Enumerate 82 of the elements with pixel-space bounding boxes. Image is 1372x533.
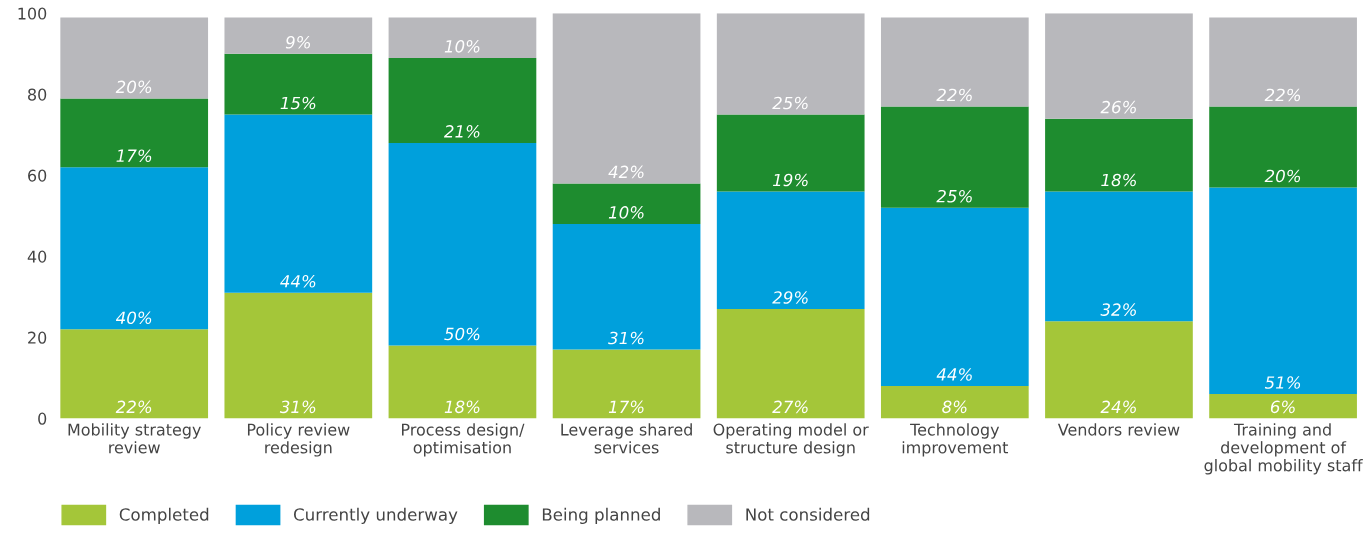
bar <box>388 57 537 143</box>
data-label: 8% <box>942 400 967 414</box>
legend-label: Not considered <box>746 507 870 521</box>
data-label: 50% <box>444 327 480 341</box>
bar <box>60 167 209 330</box>
x-tick-label: Operating model or structure design <box>713 423 869 457</box>
bar <box>552 183 701 224</box>
data-label: 19% <box>772 173 808 187</box>
bar <box>388 17 537 58</box>
data-label: 42% <box>608 165 644 179</box>
bar <box>1209 17 1357 107</box>
bar <box>1209 394 1357 419</box>
bar <box>224 53 373 115</box>
data-label: 40% <box>115 311 152 325</box>
y-tick-label: 100 <box>18 7 47 20</box>
bar <box>716 309 865 419</box>
data-label: 32% <box>1100 303 1136 316</box>
bar <box>552 349 701 419</box>
bar <box>552 13 701 184</box>
bar <box>1045 191 1193 322</box>
bar <box>60 329 209 419</box>
data-label: 20% <box>115 80 152 94</box>
bar <box>880 207 1029 386</box>
bar <box>224 17 373 54</box>
data-label: 24% <box>1100 400 1136 414</box>
data-label: 44% <box>280 274 316 288</box>
data-label: 44% <box>936 368 972 381</box>
x-tick-label: Process design/ optimisation <box>402 423 525 457</box>
data-label: 6% <box>1270 400 1295 414</box>
y-tick-label: 80 <box>28 88 47 101</box>
data-label: 9% <box>285 35 311 49</box>
x-tick-label: Policy review redesign <box>247 423 350 457</box>
bar <box>1045 13 1193 119</box>
bar <box>716 191 865 310</box>
data-label: 25% <box>772 96 808 110</box>
data-label: 31% <box>608 331 644 345</box>
bar <box>1209 106 1357 188</box>
data-label: 26% <box>1100 100 1136 114</box>
y-tick-label: 60 <box>28 169 47 182</box>
bar <box>1209 187 1357 395</box>
bar <box>224 114 373 293</box>
data-label: 22% <box>115 400 152 414</box>
bar <box>224 292 373 419</box>
data-label: 25% <box>936 189 972 203</box>
bar <box>716 114 865 192</box>
y-tick-label: 20 <box>28 331 47 344</box>
data-label: 22% <box>1264 88 1301 102</box>
bar <box>880 17 1029 107</box>
bar <box>60 98 209 168</box>
data-label: 10% <box>608 206 644 219</box>
data-label: 17% <box>608 400 644 414</box>
x-tick-label: Vendors review <box>1057 423 1180 436</box>
data-label: 29% <box>772 291 808 304</box>
x-tick-label: Mobility strategy review <box>68 423 201 454</box>
bar <box>388 345 537 419</box>
data-label: 31% <box>279 400 316 414</box>
legend-label: Currently underway <box>293 507 458 524</box>
y-tick-label: 0 <box>38 412 47 425</box>
data-label: 22% <box>936 88 972 102</box>
bar <box>388 142 537 346</box>
bar <box>1045 321 1193 419</box>
y-tick-label: 40 <box>27 250 47 263</box>
data-label: 10% <box>444 40 480 53</box>
bar <box>1045 118 1193 192</box>
bar <box>60 17 209 99</box>
x-tick-label: Leverage shared services <box>561 423 692 454</box>
x-tick-label: Technology improvement <box>902 423 1009 457</box>
legend-label: Being planned <box>542 507 660 524</box>
data-label: 15% <box>280 96 316 110</box>
bar <box>552 223 701 350</box>
legend-label: Completed <box>119 507 209 524</box>
data-label: 18% <box>1101 173 1136 187</box>
data-label: 18% <box>444 400 480 414</box>
data-label: 20% <box>1264 169 1301 183</box>
data-label: 21% <box>443 125 480 138</box>
bar <box>880 386 1029 419</box>
x-tick-label: Training and development of global mobility staff <box>1204 423 1363 475</box>
bar <box>880 106 1029 208</box>
data-label: 51% <box>1264 376 1301 389</box>
bar <box>716 13 865 115</box>
data-label: 17% <box>116 149 152 162</box>
data-label: 27% <box>772 400 808 414</box>
